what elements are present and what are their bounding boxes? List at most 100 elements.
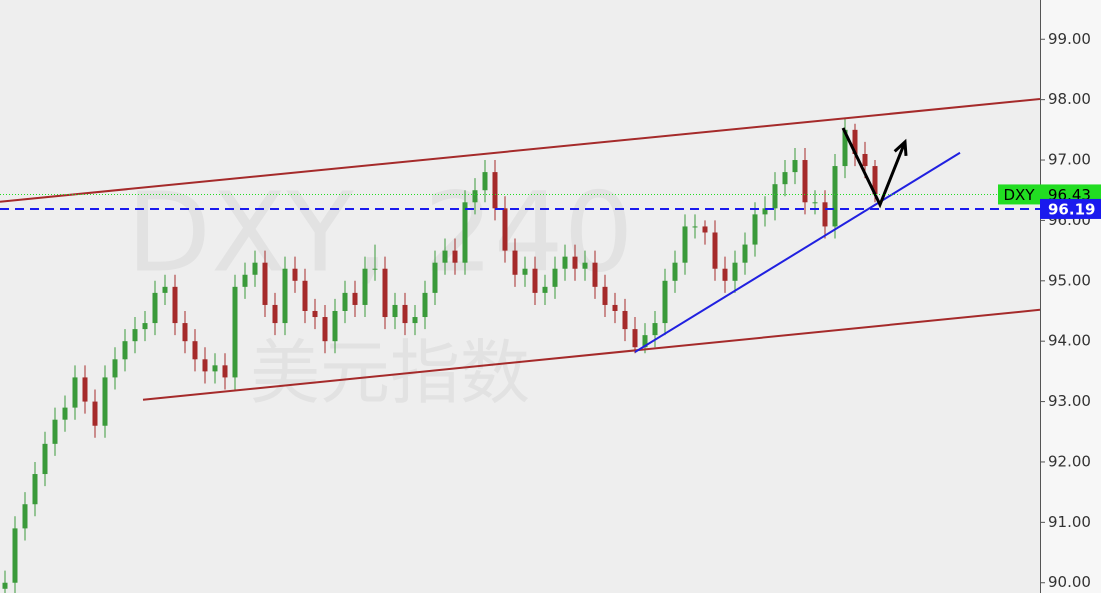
candle-body [162, 286, 168, 293]
candle-body [372, 268, 378, 270]
candle-body [122, 341, 128, 360]
candle-body [412, 317, 418, 324]
candle-body [12, 528, 18, 583]
candle-body [322, 317, 328, 342]
y-tick-label: 92.00 [1048, 452, 1091, 470]
candle-body [182, 323, 188, 342]
candle-body [132, 329, 138, 342]
candle-body [502, 208, 508, 251]
candle-body [282, 268, 288, 324]
candle-body [332, 310, 338, 342]
candle-body [262, 262, 268, 305]
candle-body [62, 407, 68, 420]
y-tick-label: 90.00 [1048, 573, 1091, 591]
candle-body [642, 335, 648, 348]
alert-label-box [1040, 198, 1101, 219]
candle-body [692, 226, 698, 228]
candle-body [482, 172, 488, 191]
candle-body [252, 262, 258, 275]
candle-body [862, 153, 868, 167]
candle-body [632, 329, 638, 348]
arrow-head [893, 138, 908, 156]
candle-body [272, 304, 278, 324]
candle-body [472, 190, 478, 203]
candle-body [172, 286, 178, 324]
candle-body [242, 274, 248, 287]
candle-body [352, 292, 358, 305]
candle-body [602, 286, 608, 305]
y-tick-label: 93.00 [1048, 392, 1091, 410]
candle-body [802, 160, 808, 203]
candle-body [52, 419, 58, 444]
candle-body [572, 256, 578, 269]
candle-body [302, 280, 308, 311]
y-tick-label: 99.00 [1048, 30, 1091, 48]
candle-body [112, 359, 118, 378]
candle-body [762, 208, 768, 215]
candle-body [752, 214, 758, 245]
candle-body [92, 401, 98, 426]
y-tick-label: 94.00 [1048, 332, 1091, 350]
candle-body [102, 377, 108, 426]
y-tick-label: 91.00 [1048, 513, 1091, 531]
candle-body [512, 250, 518, 275]
axis-background [1040, 0, 1101, 593]
candle-body [652, 323, 658, 336]
candle-body [442, 250, 448, 263]
candle-body [832, 166, 838, 227]
candle-body [552, 268, 558, 287]
candle-body [32, 474, 38, 505]
candle-body [722, 268, 728, 281]
candle-body [852, 129, 858, 154]
candle-body [452, 250, 458, 263]
candle-body [712, 232, 718, 269]
candle-body [822, 202, 828, 227]
candle-body [532, 268, 538, 293]
trendline [0, 98, 1041, 203]
candle-body [142, 323, 148, 330]
trendline [142, 308, 1041, 401]
alert-label: 96.19 [1048, 200, 1095, 218]
candle-body [362, 268, 368, 305]
candle-body [222, 365, 228, 378]
candle-body [202, 359, 208, 372]
watermark: DXY, 240 [126, 168, 633, 296]
candle-body [782, 172, 788, 185]
candle-body [232, 286, 238, 378]
candle-body [662, 280, 668, 324]
y-tick-label: 98.00 [1048, 90, 1091, 108]
price-name: DXY [1004, 186, 1036, 204]
candle-body [342, 292, 348, 311]
candle-body [792, 160, 798, 173]
candle-body [42, 443, 48, 475]
candle-body [72, 377, 78, 408]
trendline [634, 151, 961, 353]
candle-body [772, 184, 778, 209]
candle-body [492, 172, 498, 209]
candle-body [612, 304, 618, 311]
candle-body [462, 202, 468, 263]
candle-body [812, 202, 818, 204]
candle-body [382, 268, 388, 318]
candle-body [432, 262, 438, 293]
candle-body [702, 226, 708, 233]
candle-body [582, 262, 588, 269]
candle-body [672, 262, 678, 281]
candle-body [592, 262, 598, 287]
candle-body [2, 582, 8, 589]
y-tick-label: 97.00 [1048, 151, 1091, 169]
watermark-subtitle: 美元指数 [250, 332, 530, 414]
candle-body [392, 304, 398, 318]
candle-body [682, 226, 688, 263]
candle-body [22, 504, 28, 529]
candle-body [312, 310, 318, 318]
candle-body [842, 129, 848, 167]
candle-body [212, 365, 218, 372]
candle-body [872, 166, 878, 195]
candle-body [422, 292, 428, 318]
candle-body [622, 310, 628, 330]
candle-body [152, 292, 158, 324]
candle-body [292, 268, 298, 281]
candle-body [192, 341, 198, 360]
